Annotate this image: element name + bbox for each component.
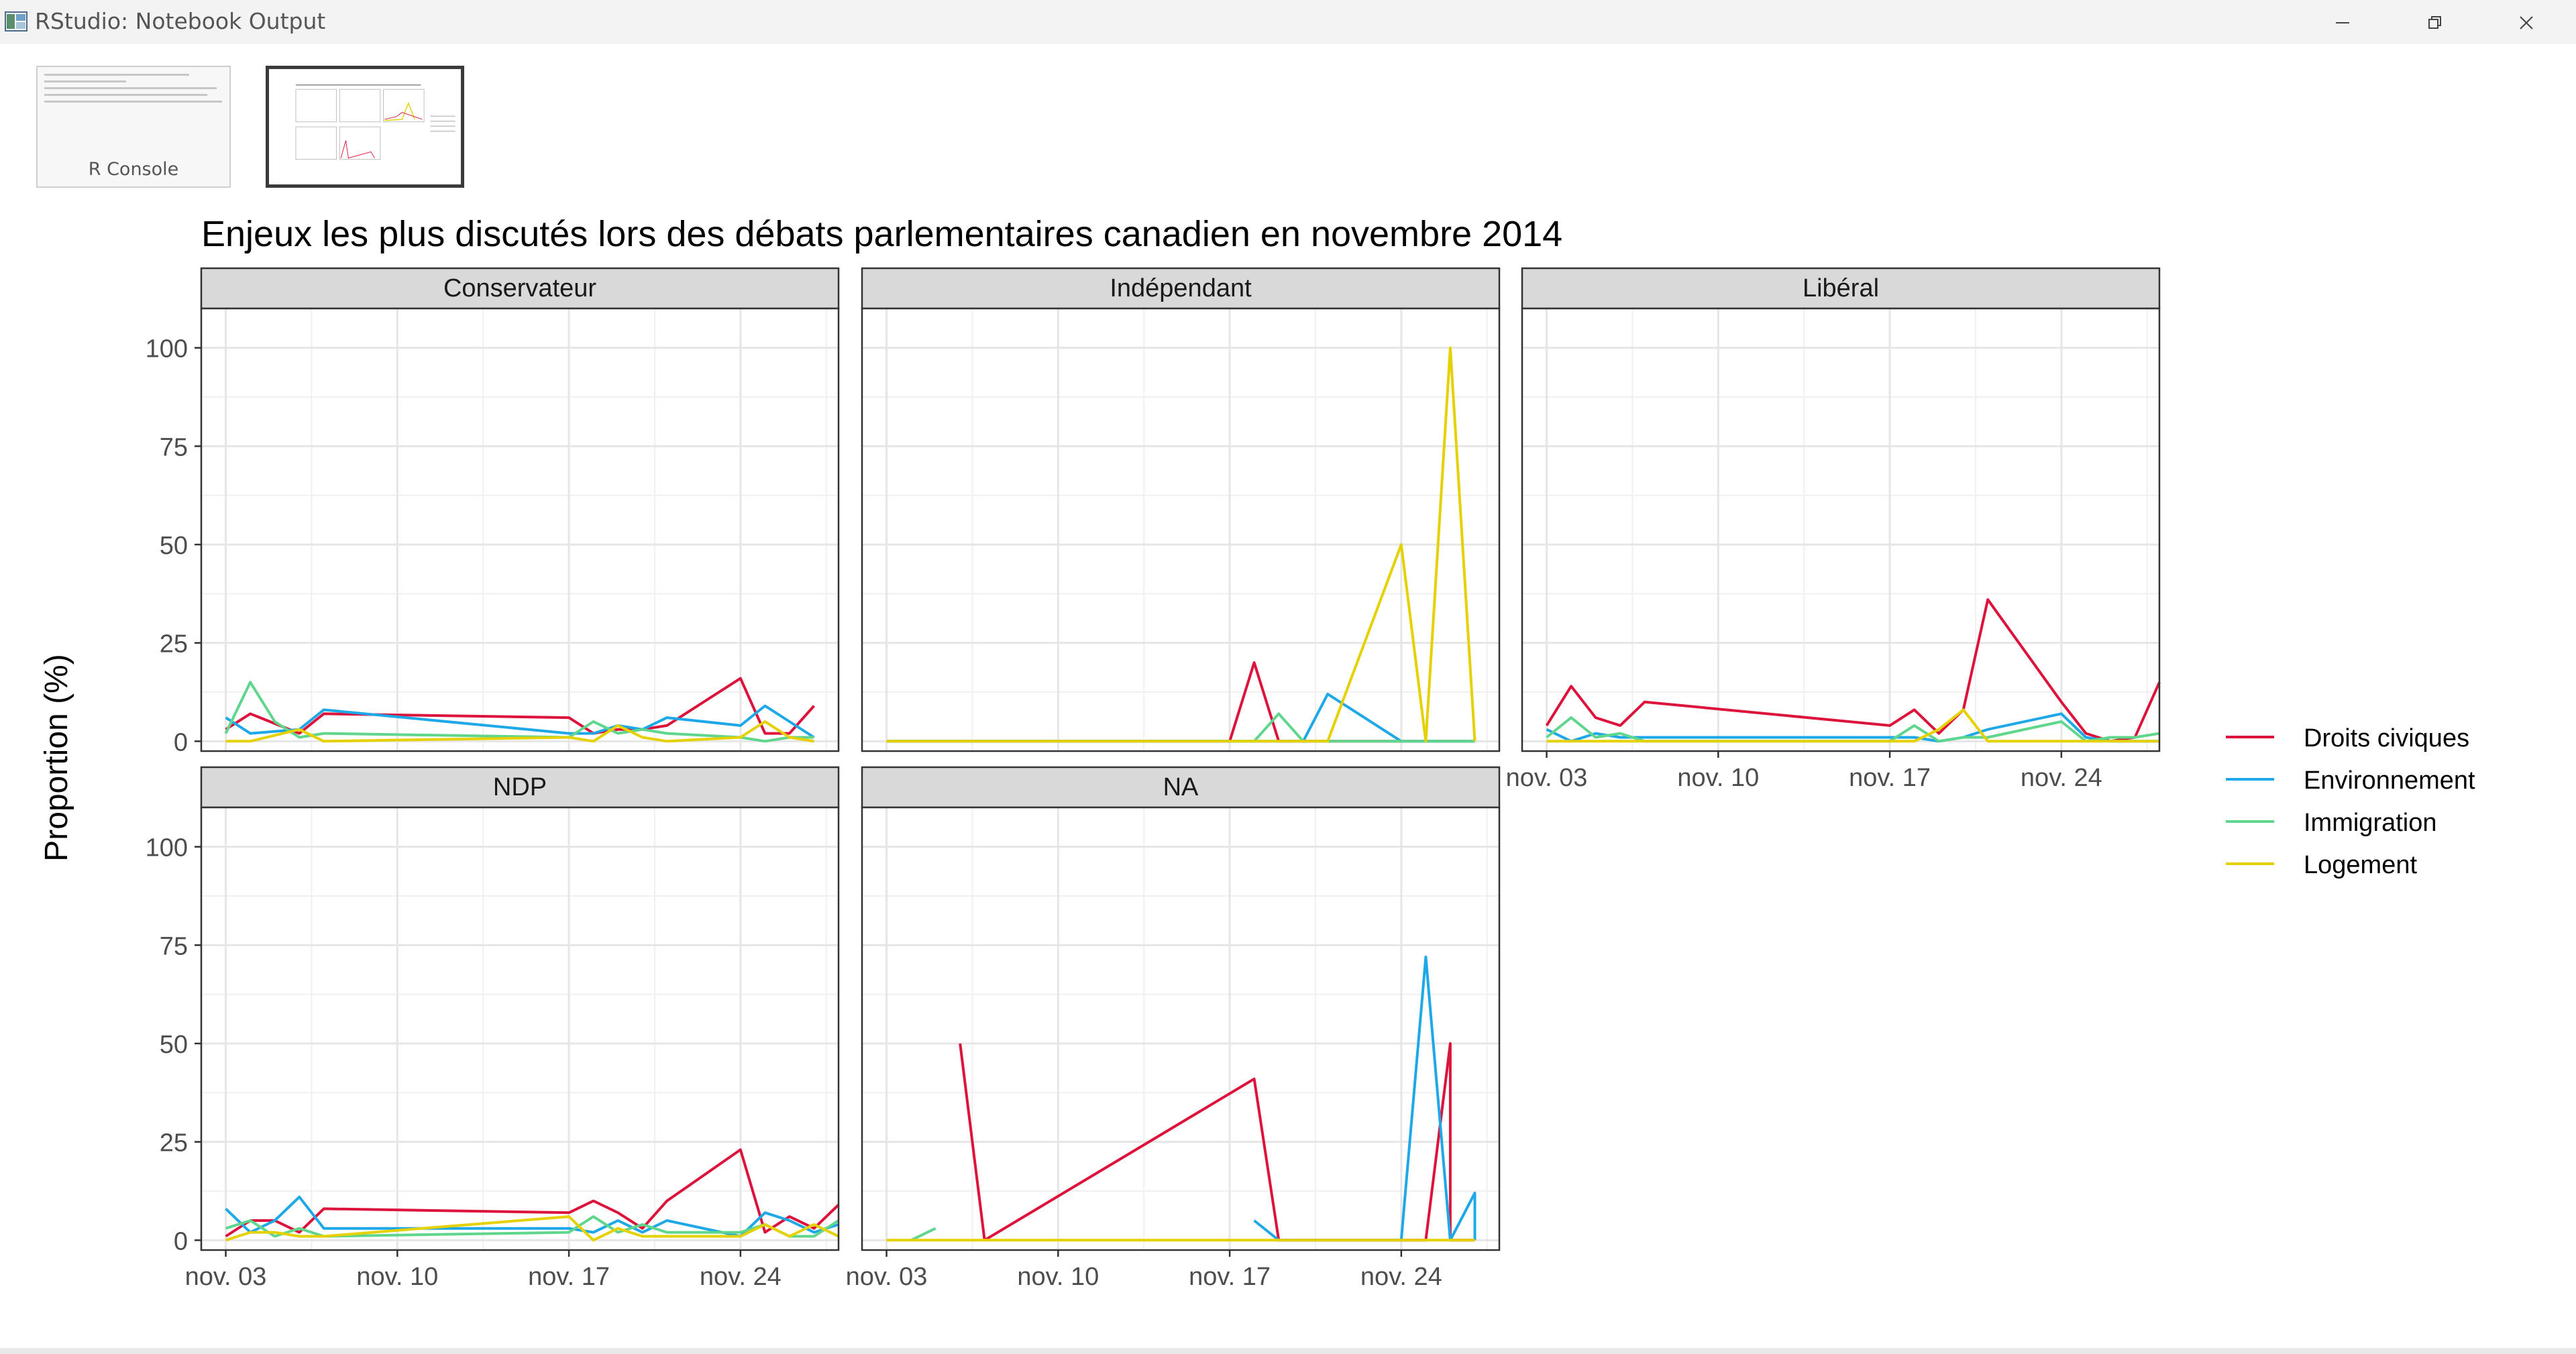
x-tick-label: nov. 24 (700, 1263, 782, 1291)
panel-background (1522, 308, 2159, 751)
facet-label: NDP (493, 773, 547, 801)
panel-background (201, 308, 839, 751)
x-tick-label: nov. 03 (185, 1263, 267, 1291)
minimize-button[interactable] (2300, 0, 2385, 44)
r-console-thumbnail[interactable]: R Console (36, 66, 231, 188)
x-tick-label: nov. 03 (1506, 764, 1588, 792)
y-tick-label: 25 (160, 1129, 188, 1158)
facet-strip (1521, 267, 2161, 310)
facet-panel-NA: NA nov. 03 nov. 10 nov. 17 nov. 24 (846, 766, 1501, 1291)
x-tick-label: nov. 10 (1017, 1263, 1099, 1291)
restore-button[interactable] (2392, 0, 2478, 44)
y-tick-label: 50 (160, 532, 188, 560)
bottom-edge (0, 1348, 2576, 1354)
series-line-logement (1546, 708, 2159, 743)
series-line-droits-civiques (225, 677, 815, 735)
x-tick-label: nov. 17 (528, 1263, 610, 1291)
r-console-label: R Console (88, 159, 179, 180)
facet-panel-Indépendant: Indépendant (861, 267, 1501, 752)
x-tick-label: nov. 10 (1677, 764, 1759, 792)
series-line-immigration (910, 1227, 936, 1242)
y-tick-label: 75 (160, 433, 188, 461)
legend-item-environnement: Environnement (2226, 767, 2475, 795)
panel-border (200, 806, 840, 1251)
y-tick-label: 25 (160, 630, 188, 659)
panel-border (861, 806, 1501, 1251)
series-line-environnement (225, 1195, 839, 1238)
facet-panel-Libéral: Libéral nov. 03 nov. 10 nov. 17 nov. 24 (1506, 267, 2161, 792)
facet-strip (200, 267, 840, 310)
facet-panels: Conservateur 0 25 50 75 100 Indépendant Libéral… (146, 267, 2161, 1291)
window-title: RStudio: Notebook Output (35, 8, 326, 34)
x-tick-label: nov. 17 (1189, 1263, 1271, 1291)
legend-item-droits-civiques: Droits civiques (2226, 724, 2469, 752)
legend-label: Logement (2304, 851, 2417, 879)
rstudio-app-icon (5, 11, 28, 32)
x-tick-label: nov. 17 (1849, 764, 1931, 792)
facet-panel-NDP: NDP 0 25 50 75 100 nov. 03 nov. 10 nov. 17 nov. 2… (146, 766, 840, 1291)
plot-thumbnail[interactable] (266, 66, 464, 188)
title-bar: RStudio: Notebook Output (0, 0, 2576, 44)
close-icon (2520, 16, 2533, 30)
series-line-logement (225, 720, 814, 743)
legend-label: Immigration (2304, 809, 2437, 837)
close-button[interactable] (2483, 0, 2569, 44)
y-axis-label: Proportion (%) (39, 654, 74, 861)
legend-item-immigration: Immigration (2226, 809, 2437, 837)
legend-label: Droits civiques (2304, 724, 2469, 752)
x-tick-label: nov. 24 (1360, 1263, 1442, 1291)
x-tick-label: nov. 10 (356, 1263, 438, 1291)
y-tick-label: 100 (146, 335, 188, 363)
panel-border (861, 307, 1501, 752)
y-tick-label: 0 (174, 1227, 188, 1255)
y-tick-label: 50 (160, 1031, 188, 1059)
legend: Droits civiques Environnement Immigration L… (2226, 724, 2475, 879)
facet-panel-Conservateur: Conservateur 0 25 50 75 100 (146, 267, 840, 756)
legend-label: Environnement (2304, 767, 2475, 795)
x-tick-label: nov. 24 (2021, 764, 2102, 792)
panel-background (201, 807, 839, 1250)
facet-label: Indépendant (1110, 274, 1252, 302)
facet-label: Libéral (1803, 274, 1879, 302)
series-line-immigration (224, 681, 814, 743)
panel-border (1521, 307, 2161, 752)
panel-background (862, 807, 1499, 1250)
series-line-immigration (1546, 716, 2160, 743)
y-tick-label: 0 (174, 728, 188, 756)
chart-title: Enjeux les plus discutés lors des débats… (201, 214, 1562, 254)
console-preview (44, 74, 225, 107)
panel-border (200, 307, 840, 752)
y-tick-label: 100 (146, 834, 188, 862)
y-tick-label: 75 (160, 932, 188, 960)
plot-thumbnail-preview (277, 78, 461, 178)
facet-strip (861, 267, 1501, 310)
series-line-logement (225, 1215, 839, 1242)
facet-label: Conservateur (443, 274, 596, 302)
series-line-droits-civiques (225, 1148, 840, 1238)
facet-label: NA (1163, 773, 1199, 801)
panel-background (862, 308, 1499, 751)
restore-icon (2428, 16, 2441, 29)
series-line-logement (886, 346, 1477, 743)
legend-item-logement: Logement (2226, 851, 2417, 879)
x-tick-label: nov. 03 (846, 1263, 928, 1291)
minimize-icon (2336, 22, 2349, 23)
